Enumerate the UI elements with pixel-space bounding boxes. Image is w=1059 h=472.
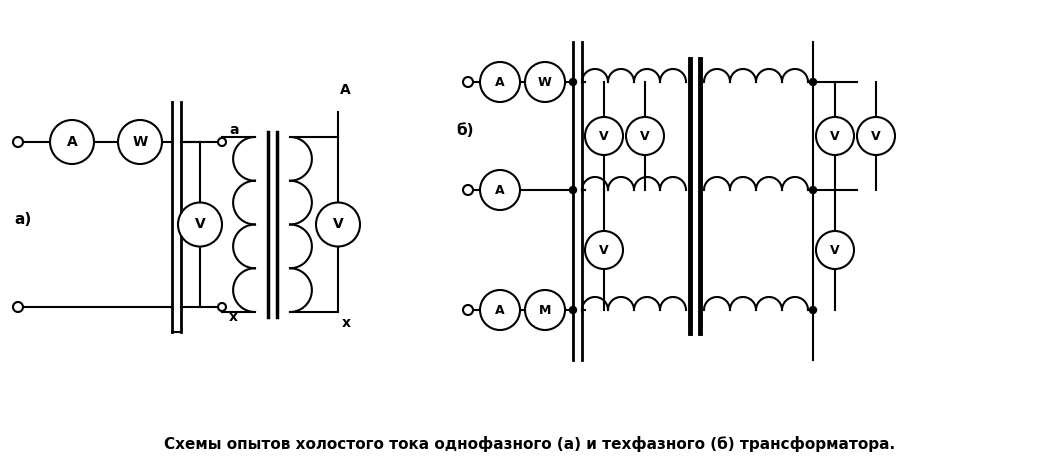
Text: V: V bbox=[333, 218, 343, 231]
Circle shape bbox=[585, 231, 623, 269]
Circle shape bbox=[480, 290, 520, 330]
Circle shape bbox=[463, 77, 473, 87]
Text: б): б) bbox=[456, 123, 473, 138]
Circle shape bbox=[525, 290, 566, 330]
Text: а): а) bbox=[14, 212, 32, 227]
Circle shape bbox=[525, 62, 566, 102]
Text: V: V bbox=[872, 129, 881, 143]
Text: a: a bbox=[229, 123, 238, 137]
Text: A: A bbox=[67, 135, 77, 149]
Circle shape bbox=[809, 306, 816, 313]
Circle shape bbox=[480, 62, 520, 102]
Text: x: x bbox=[342, 316, 351, 330]
Text: V: V bbox=[830, 244, 840, 256]
Circle shape bbox=[626, 117, 664, 155]
Text: Схемы опытов холостого тока однофазного (а) и техфазного (б) трансформатора.: Схемы опытов холостого тока однофазного … bbox=[164, 436, 896, 452]
Circle shape bbox=[218, 303, 226, 311]
Circle shape bbox=[463, 305, 473, 315]
Text: W: W bbox=[132, 135, 147, 149]
Circle shape bbox=[816, 117, 854, 155]
Text: W: W bbox=[538, 76, 552, 89]
Text: A: A bbox=[496, 184, 505, 196]
Circle shape bbox=[585, 117, 623, 155]
Text: A: A bbox=[340, 83, 351, 97]
Circle shape bbox=[570, 78, 576, 85]
Text: A: A bbox=[496, 303, 505, 317]
Circle shape bbox=[816, 231, 854, 269]
Text: V: V bbox=[641, 129, 650, 143]
Circle shape bbox=[480, 170, 520, 210]
Text: М: М bbox=[539, 303, 551, 317]
Circle shape bbox=[50, 120, 94, 164]
Circle shape bbox=[570, 306, 576, 313]
Text: A: A bbox=[496, 76, 505, 89]
Circle shape bbox=[570, 186, 576, 194]
Text: x: x bbox=[229, 310, 238, 324]
Text: V: V bbox=[599, 129, 609, 143]
Text: V: V bbox=[830, 129, 840, 143]
Text: V: V bbox=[195, 218, 205, 231]
Text: V: V bbox=[599, 244, 609, 256]
Circle shape bbox=[857, 117, 895, 155]
Circle shape bbox=[316, 202, 360, 246]
Circle shape bbox=[218, 138, 226, 146]
Circle shape bbox=[809, 186, 816, 194]
Circle shape bbox=[463, 185, 473, 195]
Circle shape bbox=[13, 137, 23, 147]
Circle shape bbox=[809, 78, 816, 85]
Circle shape bbox=[178, 202, 222, 246]
Circle shape bbox=[118, 120, 162, 164]
Circle shape bbox=[13, 302, 23, 312]
